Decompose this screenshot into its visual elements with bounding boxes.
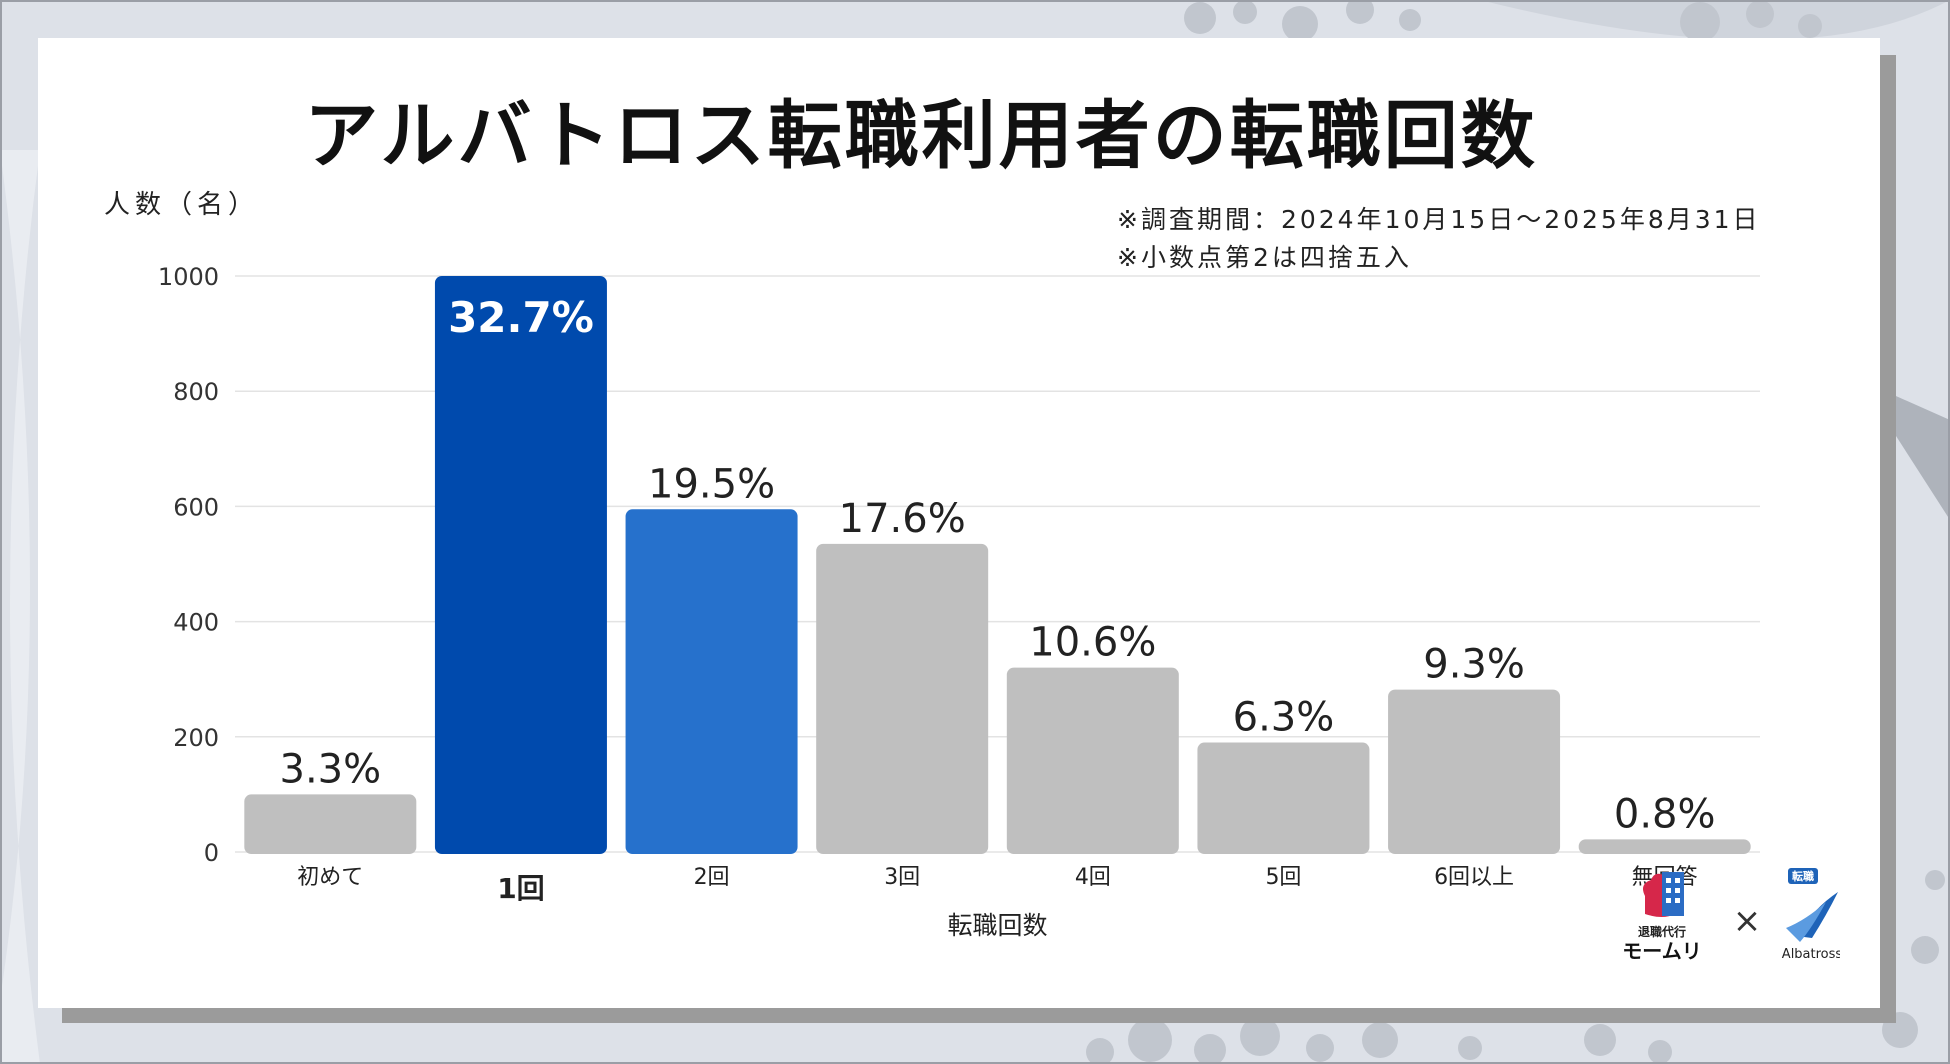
y-tick-label-200: 200: [173, 724, 219, 752]
data-label-0: 3.3%: [280, 746, 382, 792]
logo-separator: ×: [1733, 901, 1762, 941]
bar-0: [244, 794, 417, 854]
partner-logos: 退職代行 モームリ × 転職 Albatross: [1622, 868, 1840, 963]
x-tick-label-2: 2回: [694, 865, 730, 890]
y-tick-label-400: 400: [173, 609, 219, 637]
bar-4: [1006, 667, 1179, 854]
albatross-logo-text: Albatross: [1782, 947, 1840, 962]
x-tick-label-5: 5回: [1265, 865, 1301, 890]
bar-2: [625, 509, 798, 854]
y-tick-label-0: 0: [204, 839, 219, 867]
bar-5: [1197, 742, 1370, 854]
bar-6: [1388, 689, 1561, 854]
momuri-logo-bottom-text: モームリ: [1622, 939, 1701, 963]
data-label-2: 19.5%: [648, 461, 775, 507]
bar-3: [816, 543, 989, 854]
y-tick-label-800: 800: [173, 378, 219, 406]
data-label-5: 6.3%: [1233, 695, 1335, 741]
bar-7: [1578, 839, 1751, 854]
data-label-6: 9.3%: [1423, 642, 1525, 688]
y-tick-label-600: 600: [173, 493, 219, 521]
bar-1: [434, 276, 607, 854]
y-axis-label: 人数（名）: [104, 190, 260, 220]
y-tick-label-1000: 1000: [158, 263, 219, 291]
x-tick-label-0: 初めて: [297, 865, 363, 890]
x-tick-label-1: 1回: [497, 872, 544, 905]
albatross-badge-text: 転職: [1792, 869, 1814, 883]
data-label-4: 10.6%: [1029, 620, 1156, 666]
survey-period-note: ※調査期間：2024年10月15日〜2025年8月31日: [1117, 205, 1761, 234]
momuri-logo-top-text: 退職代行: [1638, 924, 1686, 939]
data-label-3: 17.6%: [839, 496, 966, 542]
x-tick-label-3: 3回: [884, 865, 920, 890]
rounding-note: ※小数点第2は四捨五入: [1117, 243, 1412, 272]
momuri-logo: 退職代行 モームリ: [1622, 872, 1702, 963]
x-tick-label-6: 6回以上: [1434, 865, 1514, 890]
data-label-1: 32.7%: [448, 293, 594, 342]
data-label-7: 0.8%: [1614, 791, 1716, 837]
x-axis-label: 転職回数: [947, 911, 1047, 940]
albatross-logo: 転職 Albatross: [1782, 868, 1840, 962]
chart-title: アルバトロス転職利用者の転職回数: [304, 93, 1538, 179]
x-tick-label-4: 4回: [1075, 865, 1111, 890]
